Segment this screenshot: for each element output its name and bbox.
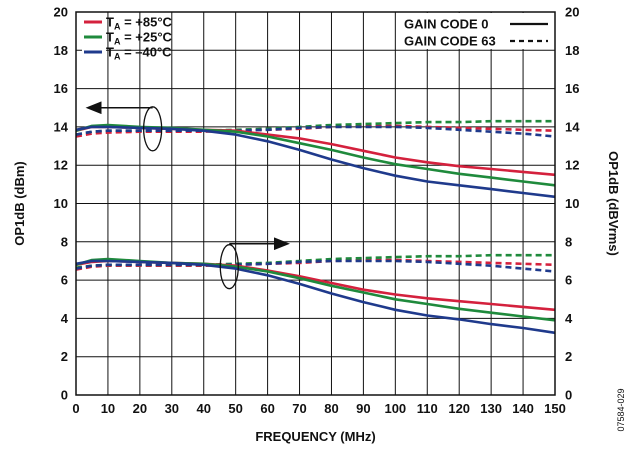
- plot-frame: [75, 11, 556, 396]
- series-line-lower-tm40-gain63: [75, 259, 556, 273]
- x-tick-label: 80: [324, 401, 338, 416]
- x-tick-label: 40: [196, 401, 210, 416]
- x-tick-label: 60: [260, 401, 274, 416]
- x-tick-label: 50: [228, 401, 242, 416]
- axis-annotations: [85, 101, 290, 290]
- left-axis-ellipse: [142, 106, 163, 152]
- y-right-tick-label: 12: [565, 158, 579, 173]
- y-right-tick-label: 16: [565, 81, 579, 96]
- legend-temp-bg: [82, 46, 106, 68]
- y-left-tick-label: 0: [61, 388, 68, 403]
- series-line-upper-tm40-gain0: [75, 125, 556, 199]
- y-left-tick-label: 10: [54, 196, 68, 211]
- y-right-tick-label: 20: [565, 5, 579, 20]
- x-tick-label: 150: [544, 401, 566, 416]
- x-tick-label: 0: [72, 401, 79, 416]
- y-right-tick-label: 10: [565, 196, 579, 211]
- legend-temp-label: TA = +25°C: [106, 30, 173, 47]
- y-left-tick-label: 6: [61, 273, 68, 288]
- series-line-upper-t85-gain0: [75, 125, 556, 177]
- y-axis-right-title: OP1dB (dBVrms): [606, 151, 621, 256]
- legend-temp-label: TA = –40°C: [106, 45, 172, 62]
- x-tick-label: 140: [512, 401, 534, 416]
- figure-id: 07584-029: [616, 388, 626, 431]
- legend: TA = +85°CTA = +25°CTA = –40°C GAIN CODE …: [82, 13, 553, 68]
- x-tick-label: 10: [101, 401, 115, 416]
- y-right-tick-label: 0: [565, 388, 572, 403]
- x-tick-label: 110: [417, 401, 438, 416]
- y-right-tick-label: 4: [565, 311, 573, 326]
- y-axis-left-title: OP1dB (dBm): [12, 161, 27, 246]
- legend-gain-label: GAIN CODE 63: [404, 34, 496, 49]
- series-line-upper-tm40-gain63: [75, 125, 556, 138]
- x-axis-title: FREQUENCY (MHz): [255, 429, 375, 444]
- y-right-tick-label: 2: [565, 349, 572, 364]
- y-left-tick-label: 8: [61, 234, 68, 249]
- legend-gain-label: GAIN CODE 0: [404, 17, 489, 32]
- y-left-tick-label: 14: [54, 119, 69, 134]
- legend-gain-bg: [400, 13, 553, 49]
- y-right-tick-label: 14: [565, 119, 580, 134]
- x-tick-label: 130: [480, 401, 502, 416]
- right-axis-ellipse: [219, 244, 239, 290]
- y-right-tick-label: 18: [565, 43, 579, 58]
- y-left-tick-label: 16: [54, 81, 68, 96]
- y-left-tick-label: 4: [61, 311, 69, 326]
- x-tick-label: 70: [292, 401, 306, 416]
- y-right-tick-label: 8: [565, 234, 572, 249]
- y-left-tick-label: 20: [54, 5, 68, 20]
- legend-temp-label: TA = +85°C: [106, 15, 173, 32]
- x-tick-label: 90: [356, 401, 370, 416]
- series-line-lower-t85-gain0: [75, 259, 556, 312]
- x-tick-label: 30: [165, 401, 179, 416]
- y-left-tick-label: 18: [54, 43, 68, 58]
- series-layer: [75, 119, 556, 335]
- y-right-tick-label: 6: [565, 273, 572, 288]
- x-tick-label: 120: [448, 401, 470, 416]
- grid: [76, 12, 555, 395]
- series-line-lower-tm40-gain0: [75, 259, 556, 335]
- y-left-tick-label: 2: [61, 349, 68, 364]
- y-left-tick-label: 12: [54, 158, 68, 173]
- x-tick-label: 100: [384, 401, 406, 416]
- x-tick-label: 20: [133, 401, 147, 416]
